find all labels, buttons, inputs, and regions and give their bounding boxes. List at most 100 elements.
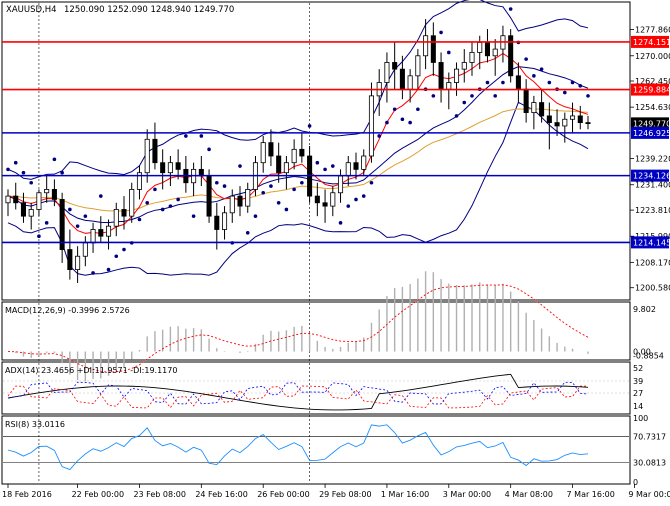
candlesticks bbox=[5, 19, 591, 283]
moving-averages bbox=[7, 52, 589, 234]
candle-body bbox=[214, 215, 220, 230]
ohlc-readout: 1250.090 1252.090 1248.940 1249.770 bbox=[64, 5, 234, 15]
sar-dot bbox=[75, 224, 80, 228]
sar-dot bbox=[408, 120, 412, 125]
candle-body bbox=[508, 35, 514, 77]
sar-dot bbox=[215, 180, 219, 185]
bollinger-bands bbox=[7, 0, 589, 276]
sar-dot bbox=[106, 267, 111, 272]
sar-dot bbox=[323, 167, 327, 172]
sar-dot bbox=[276, 200, 281, 205]
sar-dot bbox=[29, 180, 33, 185]
price-tick-label: 1262.450 bbox=[635, 77, 670, 86]
candle-body bbox=[353, 162, 359, 170]
level-tag-label: 1259.884 bbox=[633, 86, 670, 95]
bollinger-middle bbox=[7, 66, 589, 224]
candle-body bbox=[98, 229, 104, 237]
price-tick-label: 1200.580 bbox=[635, 284, 670, 293]
time-tick-label: 1 Mar 16:00 bbox=[381, 490, 429, 499]
candle-body bbox=[562, 118, 568, 127]
time-tick-label: 24 Feb 16:00 bbox=[195, 490, 247, 499]
rsi-line bbox=[7, 424, 589, 471]
sar-dot bbox=[245, 231, 250, 235]
sar-dot bbox=[501, 80, 505, 85]
panel-tick-label: 0 bbox=[633, 478, 638, 487]
sar-dot bbox=[547, 80, 552, 85]
sar-dot bbox=[354, 197, 358, 202]
sar-dot bbox=[361, 194, 366, 198]
macd-panel-frame bbox=[1, 301, 631, 361]
candle-body bbox=[469, 52, 475, 63]
candle-body bbox=[222, 212, 228, 230]
candle-body bbox=[523, 88, 529, 113]
adx-panel-frame bbox=[1, 361, 631, 415]
sar-dot bbox=[114, 254, 119, 259]
candle-body bbox=[399, 68, 405, 90]
sar-dot bbox=[447, 50, 451, 55]
panel-tick-label: -0.8854 bbox=[633, 351, 664, 360]
adx-line bbox=[7, 373, 589, 411]
level-tag-label: 1246.925 bbox=[633, 129, 670, 138]
candle-body bbox=[237, 195, 243, 207]
sar-dot bbox=[346, 204, 351, 208]
sar-dot bbox=[563, 90, 567, 95]
sar-dot bbox=[238, 164, 242, 168]
price-tick-label: 1270.000 bbox=[635, 52, 670, 61]
candle-body bbox=[322, 202, 328, 207]
candle-body bbox=[129, 189, 135, 217]
sar-dot bbox=[462, 100, 467, 105]
sar-dot bbox=[91, 271, 95, 275]
price-tick-label: 1239.220 bbox=[635, 155, 670, 164]
candle-body bbox=[20, 202, 26, 217]
sar-dot bbox=[454, 114, 459, 118]
candle-body bbox=[160, 162, 166, 174]
sar-dot bbox=[191, 214, 196, 218]
candle-body bbox=[113, 209, 119, 227]
candle-body bbox=[539, 102, 545, 117]
candle-body bbox=[106, 225, 112, 237]
level-tag-label: 1214.145 bbox=[633, 238, 670, 247]
level-tag bbox=[631, 236, 669, 249]
time-tick-label: 9 Mar 00:00 bbox=[628, 490, 670, 499]
panel-tick-label: 70.7317 bbox=[633, 433, 666, 442]
candle-body bbox=[392, 62, 398, 70]
sar-dot bbox=[493, 94, 498, 98]
sar-dot bbox=[269, 184, 273, 188]
sar-dot bbox=[145, 200, 149, 205]
level-tag bbox=[631, 83, 669, 96]
bollinger-upper bbox=[7, 0, 589, 180]
candle-body bbox=[546, 115, 552, 124]
candle-body bbox=[338, 175, 344, 194]
panel-tick-label: 0.00 bbox=[633, 348, 651, 357]
sar-dot bbox=[485, 80, 490, 85]
time-axis: 18 Feb 2016 22 Feb 00:00 23 Feb 08:00 24 Fe… bbox=[2, 484, 670, 499]
sar-dot bbox=[284, 207, 289, 212]
rsi-indicator: 100 70.7317 30.0813 0 bbox=[3, 414, 666, 487]
sar-dot bbox=[122, 247, 126, 252]
panel-tick-label: 39 bbox=[633, 377, 643, 386]
sar-dot bbox=[184, 134, 188, 138]
candle-body bbox=[438, 62, 444, 90]
sar-dot bbox=[508, 7, 513, 11]
candle-body bbox=[345, 162, 351, 177]
candle-body bbox=[229, 195, 235, 214]
level-tag-label: 1249.770 bbox=[633, 119, 670, 128]
candle-body bbox=[59, 199, 65, 250]
sar-dot bbox=[176, 197, 180, 202]
sar-dot bbox=[199, 134, 204, 138]
candle-body bbox=[531, 102, 537, 113]
sar-dot bbox=[68, 207, 72, 212]
candle-body bbox=[361, 155, 367, 170]
sar-dot bbox=[168, 204, 173, 208]
sar-dot bbox=[524, 57, 528, 61]
adx-indicator: 52 39 27 14 bbox=[3, 364, 643, 411]
candle-body bbox=[585, 122, 591, 125]
price-tick-label: 1231.400 bbox=[635, 181, 670, 190]
macd-indicator: 9.802 0.00-0.8854 bbox=[7, 271, 664, 382]
ema-slow-line bbox=[7, 108, 589, 212]
candle-body bbox=[407, 75, 413, 90]
sar-dot bbox=[331, 164, 335, 168]
candle-body bbox=[484, 42, 490, 57]
